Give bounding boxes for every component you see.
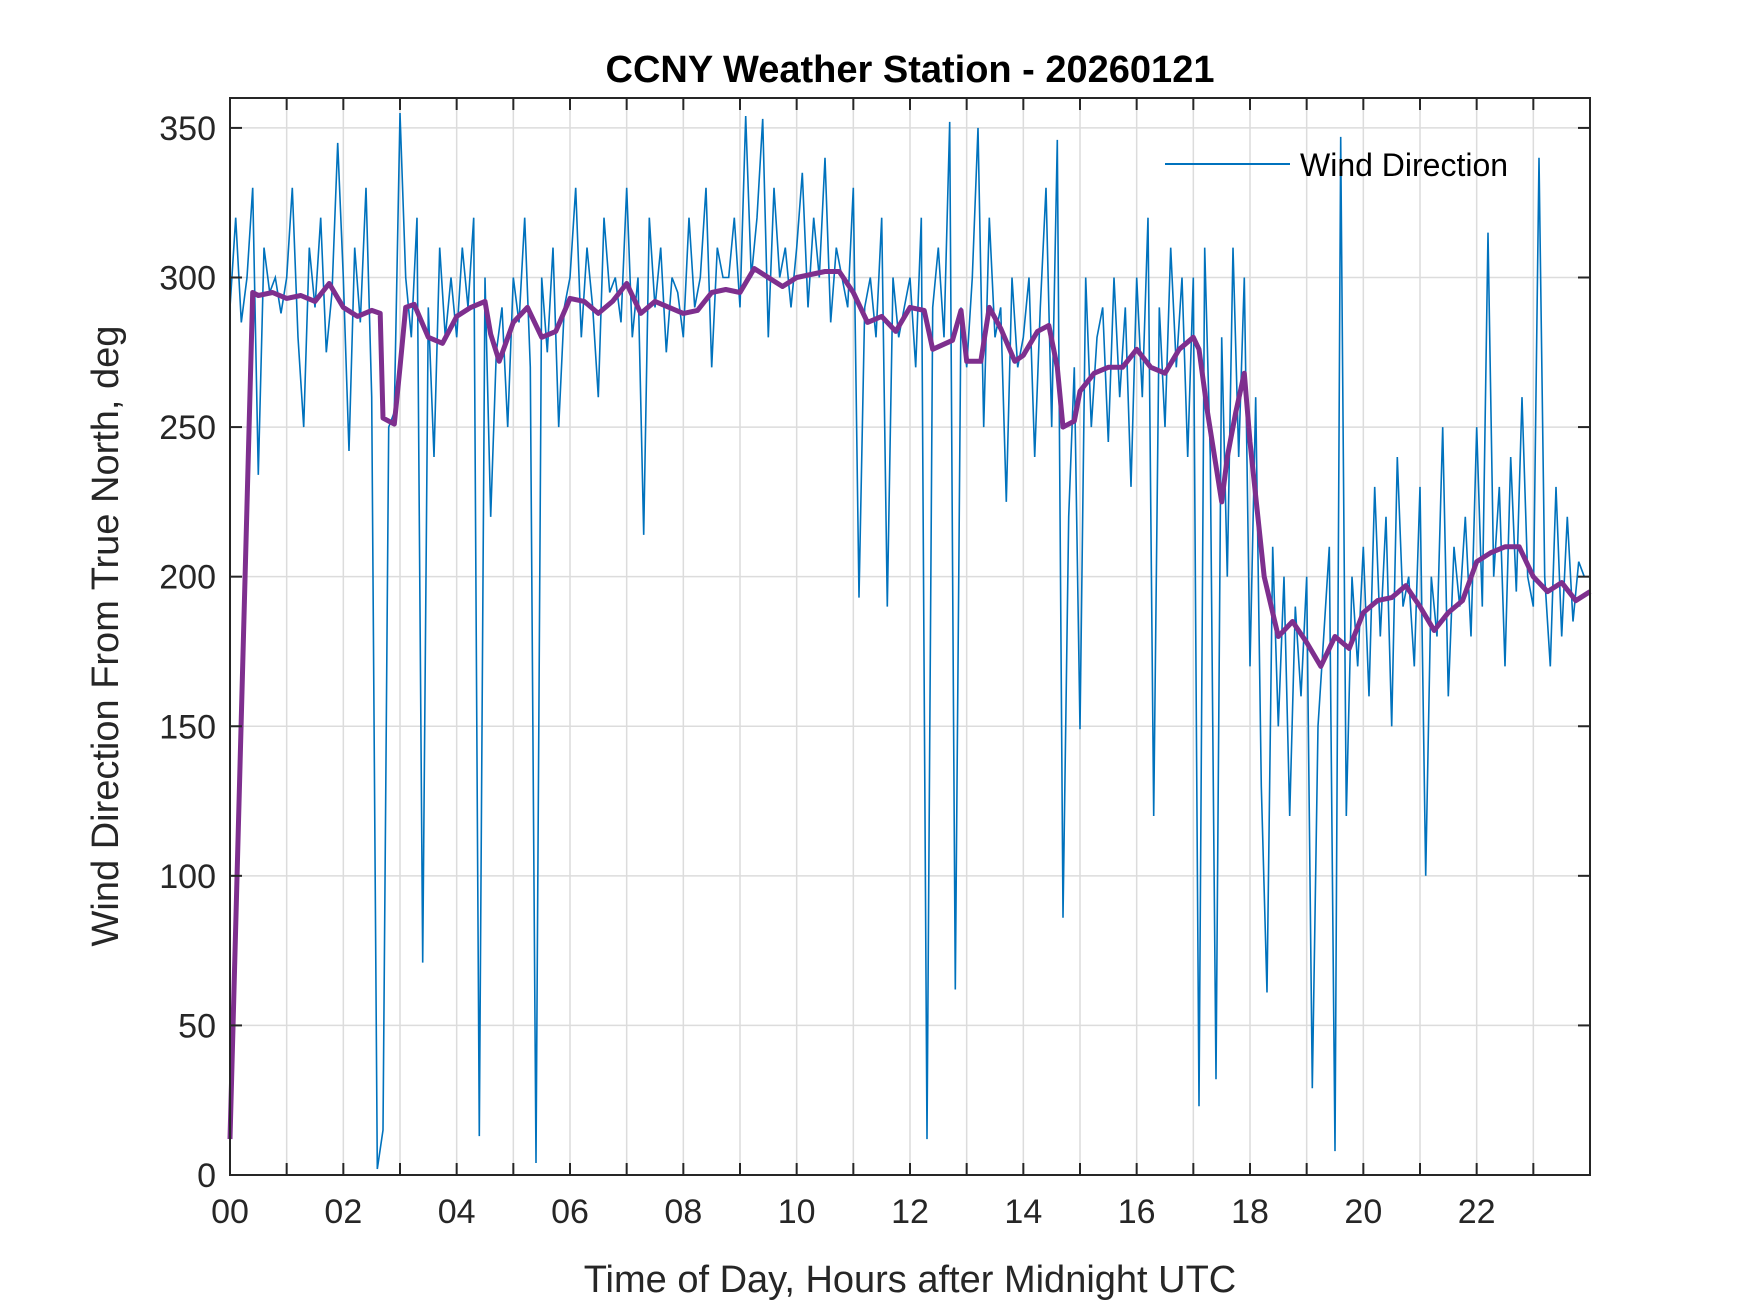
x-tick-label: 04 (438, 1193, 476, 1231)
series-line-smoothed (227, 266, 1592, 1140)
y-tick-label: 300 (159, 260, 216, 298)
chart-title: CCNY Weather Station - 20260121 (606, 49, 1215, 91)
legend-label-wind-direction: Wind Direction (1300, 147, 1508, 183)
y-tick-label: 150 (159, 708, 216, 746)
grid (230, 98, 1590, 1175)
y-tick-label: 200 (159, 559, 216, 597)
plot-area (227, 112, 1592, 1170)
y-axis-label: Wind Direction From True North, deg (85, 326, 127, 947)
y-tick-label: 0 (197, 1157, 216, 1195)
x-tick-label: 10 (778, 1193, 816, 1231)
x-tick-label: 22 (1458, 1193, 1496, 1231)
y-tick-label: 100 (159, 858, 216, 896)
x-tick-label: 06 (551, 1193, 589, 1231)
x-tick-label: 02 (324, 1193, 362, 1231)
x-tick-label: 16 (1118, 1193, 1156, 1231)
y-tick-label: 50 (178, 1007, 216, 1045)
x-tick-label: 08 (664, 1193, 702, 1231)
x-tick-label: 14 (1004, 1193, 1042, 1231)
x-tick-label: 12 (891, 1193, 929, 1231)
legend: Wind Direction (1165, 147, 1508, 183)
ticks: 00 02 04 06 08 10 12 14 16 18 20 22 0 50 100 150 200 250 3… (159, 98, 1590, 1231)
x-axis-label: Time of Day, Hours after Midnight UTC (584, 1259, 1237, 1301)
x-tick-label: 00 (211, 1193, 249, 1231)
y-tick-label: 250 (159, 409, 216, 447)
x-tick-label: 20 (1344, 1193, 1382, 1231)
x-tick-label: 18 (1231, 1193, 1269, 1231)
series-line-wind-direction (229, 112, 1586, 1170)
y-tick-label: 350 (159, 110, 216, 148)
